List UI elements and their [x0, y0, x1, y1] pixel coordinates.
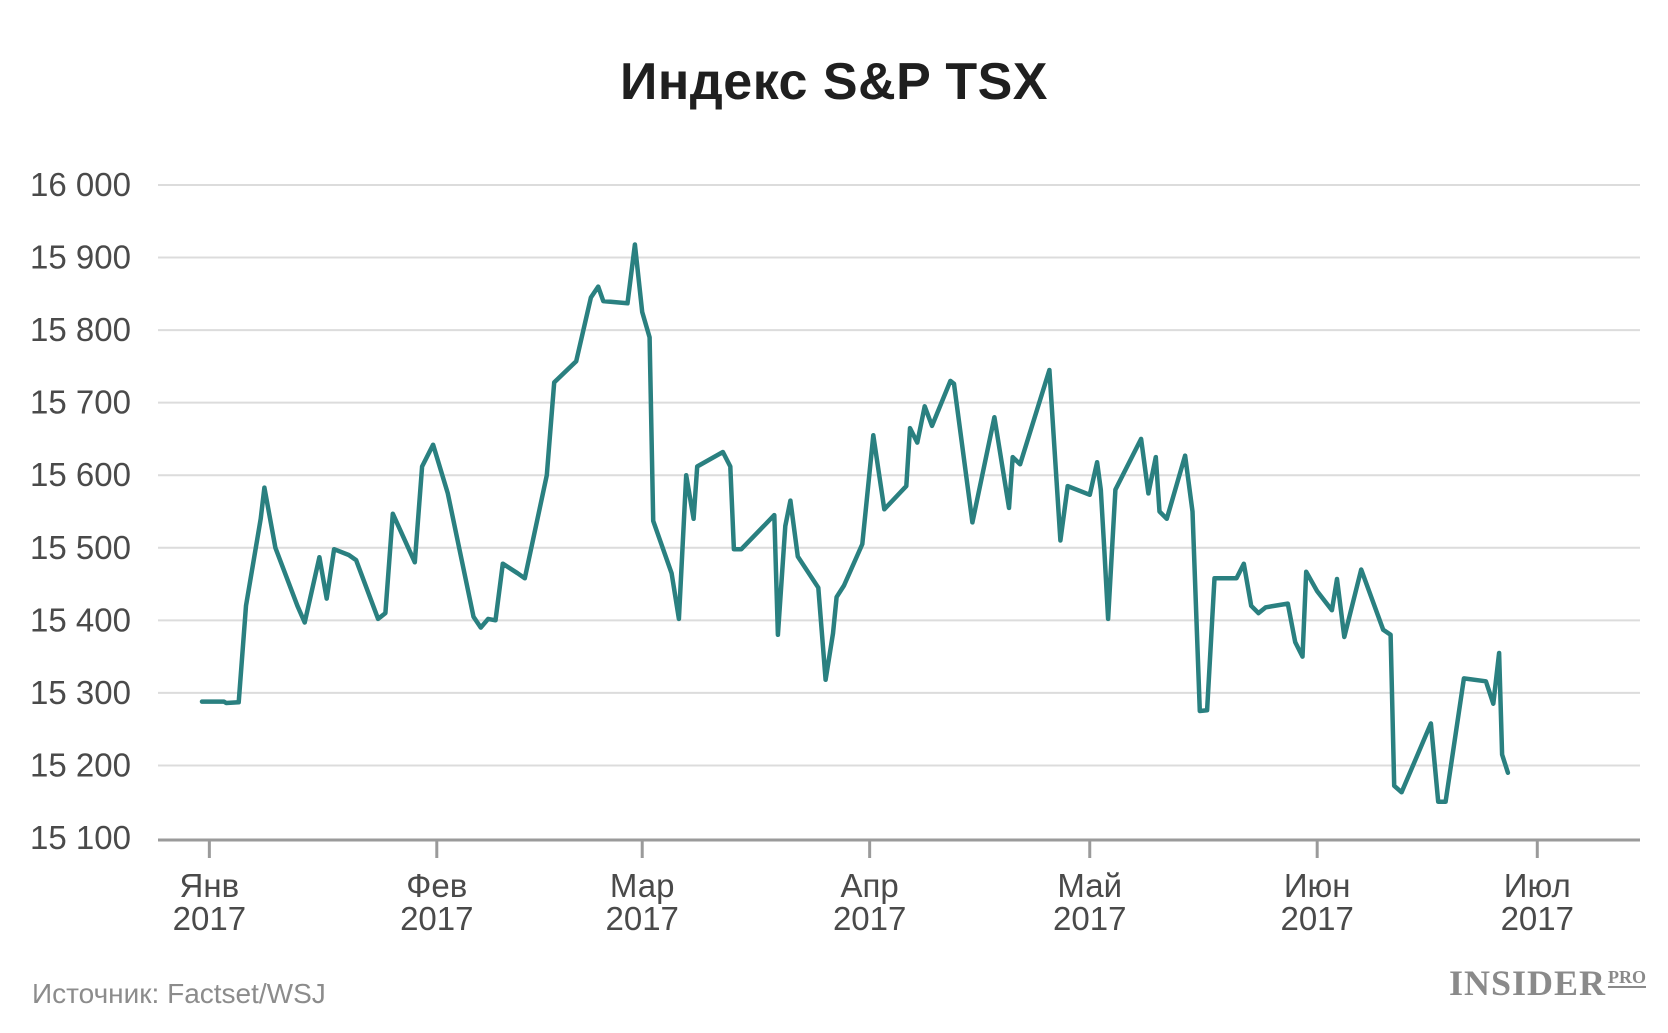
x-tick-month-0: Янв	[180, 867, 240, 904]
x-tick-month-2: Мар	[610, 867, 675, 904]
x-tick-year-2: 2017	[606, 900, 679, 937]
y-tick-label-15700: 15 700	[30, 384, 131, 421]
y-tick-label-15200: 15 200	[30, 746, 131, 783]
chart-title: Индекс S&P TSX	[620, 53, 1048, 111]
grid-lines	[158, 184, 1640, 767]
x-tick-month-6: Июл	[1504, 867, 1571, 904]
x-tick-month-5: Июн	[1284, 867, 1351, 904]
x-tick-year-5: 2017	[1280, 900, 1353, 937]
x-tick-year-0: 2017	[173, 900, 246, 937]
x-tick-year-1: 2017	[400, 900, 473, 937]
x-tick-year-6: 2017	[1501, 900, 1574, 937]
y-tick-label-15500: 15 500	[30, 529, 131, 566]
brand-logo-sub: PRO	[1608, 967, 1646, 988]
y-tick-label-15900: 15 900	[30, 239, 131, 276]
series-line-0	[199, 242, 1511, 804]
x-tick-month-3: Апр	[841, 867, 899, 904]
x-tick-year-4: 2017	[1053, 900, 1126, 937]
brand-logo: INSIDER PRO	[1449, 962, 1646, 1004]
x-tick-year-3: 2017	[833, 900, 906, 937]
x-tick-month-4: Май	[1057, 867, 1122, 904]
y-tick-label-15100: 15 100	[30, 819, 131, 856]
y-tick-label-15600: 15 600	[30, 456, 131, 493]
source-note: Источник: Factset/WSJ	[32, 978, 326, 1009]
y-tick-label-16000: 16 000	[30, 166, 131, 203]
y-tick-label-15800: 15 800	[30, 311, 131, 348]
brand-logo-main: INSIDER	[1448, 963, 1606, 1003]
x-tick-month-1: Фев	[406, 867, 467, 904]
x-axis: Янв2017Фев2017Мар2017Апр2017Май2017Июн20…	[158, 838, 1640, 937]
y-tick-label-15300: 15 300	[30, 674, 131, 711]
series-layer	[199, 242, 1511, 804]
y-axis: 16 000 15 900 15 800 15 700 15 600 15 500 15 4…	[30, 166, 131, 856]
y-tick-label-15400: 15 400	[30, 601, 131, 638]
